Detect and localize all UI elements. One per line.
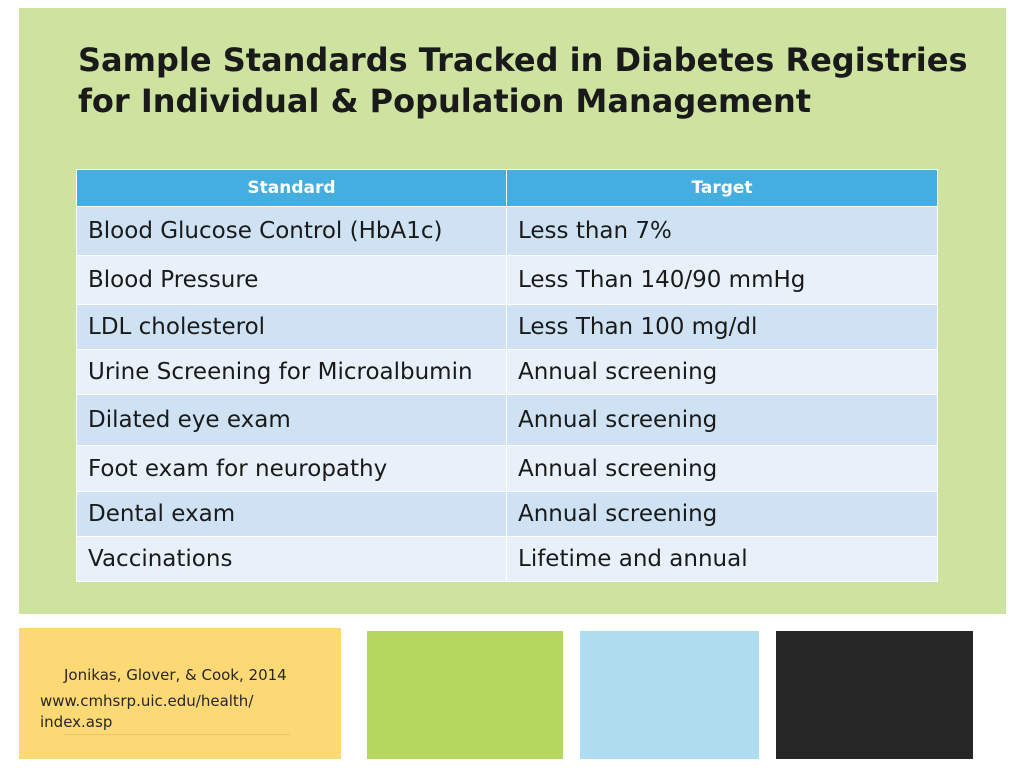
standard-cell: Vaccinations [76, 536, 507, 582]
slide-title-line-1: Sample Standards Tracked in Diabetes Reg… [78, 41, 968, 79]
standard-cell: Dilated eye exam [76, 394, 507, 446]
standard-cell: Urine Screening for Microalbumin [76, 349, 507, 395]
table-row: Foot exam for neuropathy Annual screenin… [76, 445, 938, 492]
target-cell: Annual screening [506, 445, 938, 492]
table-row: Blood Glucose Control (HbA1c) Less than … [76, 206, 938, 256]
slide-title: Sample Standards Tracked in Diabetes Reg… [78, 40, 968, 122]
table-row: Urine Screening for Microalbumin Annual … [76, 349, 938, 395]
table-row: Dilated eye exam Annual screening [76, 394, 938, 446]
target-cell: Annual screening [506, 491, 938, 537]
table-row: LDL cholesterol Less Than 100 mg/dl [76, 304, 938, 350]
column-header-standard: Standard [76, 169, 507, 207]
citation-text: Jonikas, Glover, & Cook, 2014 [64, 666, 287, 684]
column-header-target: Target [506, 169, 938, 207]
standards-table: Standard Target Blood Glucose Control (H… [76, 169, 938, 582]
target-cell: Less than 7% [506, 206, 938, 256]
url-underline-divider [64, 734, 290, 735]
target-cell: Lifetime and annual [506, 536, 938, 582]
standard-cell: Blood Pressure [76, 255, 507, 305]
footer-black-block [776, 631, 973, 759]
standard-cell: LDL cholesterol [76, 304, 507, 350]
table-row: Vaccinations Lifetime and annual [76, 536, 938, 582]
target-cell: Annual screening [506, 394, 938, 446]
target-cell: Less Than 140/90 mmHg [506, 255, 938, 305]
footer-yellow-block [19, 628, 341, 759]
target-cell: Less Than 100 mg/dl [506, 304, 938, 350]
table-header-row: Standard Target [76, 169, 938, 207]
footer-green-block [367, 631, 563, 759]
table-row: Dental exam Annual screening [76, 491, 938, 537]
standard-cell: Blood Glucose Control (HbA1c) [76, 206, 507, 256]
table-row: Blood Pressure Less Than 140/90 mmHg [76, 255, 938, 305]
source-url-line-1[interactable]: www.cmhsrp.uic.edu/health/ [40, 692, 254, 710]
slide-title-line-2: for Individual & Population Management [78, 82, 812, 120]
standard-cell: Dental exam [76, 491, 507, 537]
standard-cell: Foot exam for neuropathy [76, 445, 507, 492]
footer-blue-block [580, 631, 759, 759]
target-cell: Annual screening [506, 349, 938, 395]
source-url[interactable]: www.cmhsrp.uic.edu/health/ index.asp [40, 691, 290, 733]
source-url-line-2[interactable]: index.asp [40, 713, 113, 731]
